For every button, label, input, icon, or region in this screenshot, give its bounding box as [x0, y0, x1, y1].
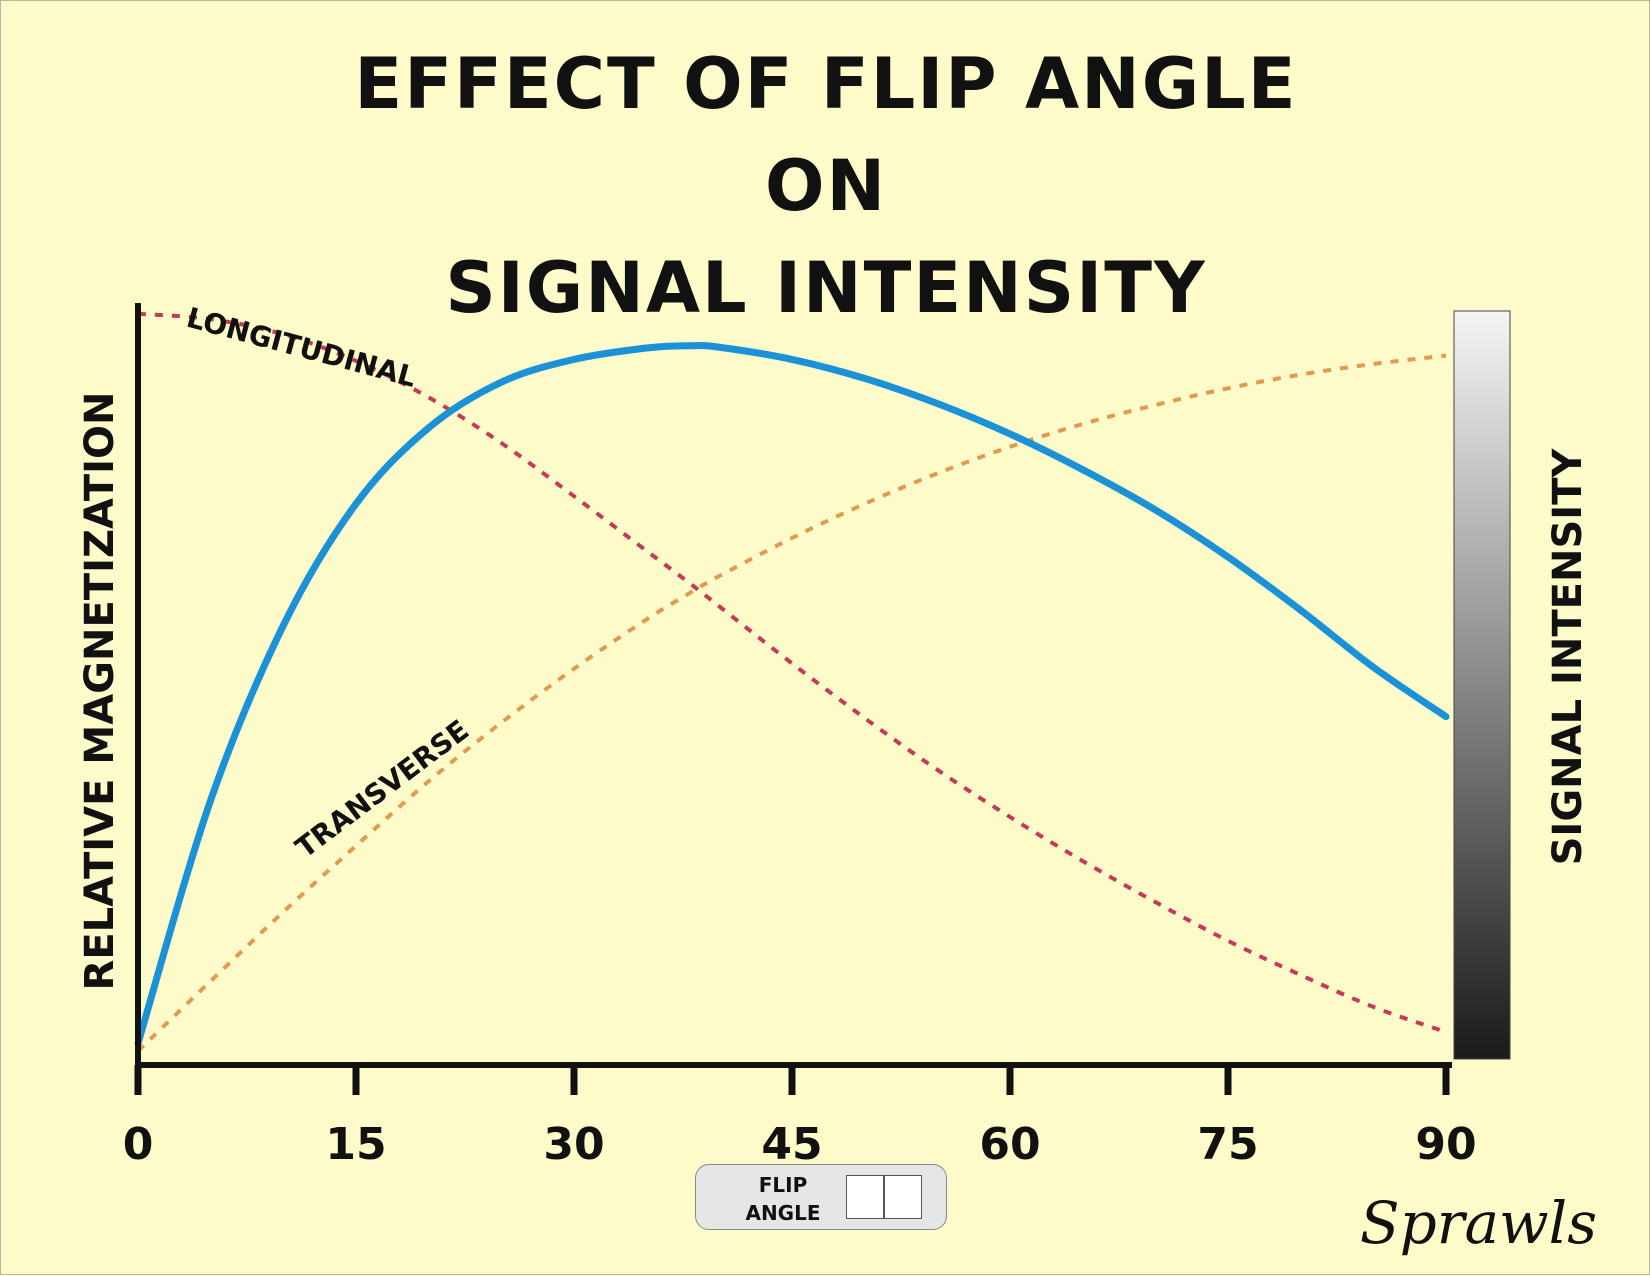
flip-angle-cell [846, 1175, 884, 1219]
longitudinal-curve [137, 311, 1447, 1034]
transverse-curve [136, 353, 1447, 1053]
series-label-longitudinal: LONGITUDINAL [183, 301, 420, 394]
flip-label-line-1: FLIP [758, 1173, 808, 1197]
x-tick-label: 0 [123, 1119, 154, 1170]
flip-angle-label: FLIP ANGLE [718, 1171, 848, 1227]
series-label-transverse: TRANSVERSE [289, 713, 475, 864]
flip-label-line-2: ANGLE [745, 1201, 821, 1225]
x-tick-label: 90 [1415, 1119, 1476, 1170]
right-axis-label: SIGNAL INTENSITY [1545, 448, 1591, 866]
title-line-3: SIGNAL INTENSITY [445, 247, 1207, 329]
x-tick-label: 15 [325, 1119, 386, 1170]
title-line-1: EFFECT OF FLIP ANGLE [354, 43, 1298, 125]
signal-intensity-gradient-bar [1453, 310, 1511, 1060]
title-line-2: ON [764, 145, 888, 227]
flip-angle-cell [884, 1175, 922, 1219]
x-tick-label: 60 [979, 1119, 1040, 1170]
x-tick-label: 45 [761, 1119, 822, 1170]
y-axis-label: RELATIVE MAGNETIZATION [77, 392, 123, 991]
flip-angle-box: FLIP ANGLE [695, 1164, 947, 1230]
author-signature: Sprawls [1359, 1189, 1597, 1257]
signal-intensity-curve [134, 342, 1450, 1047]
x-tick-label: 30 [543, 1119, 604, 1170]
x-tick-label: 75 [1197, 1119, 1258, 1170]
